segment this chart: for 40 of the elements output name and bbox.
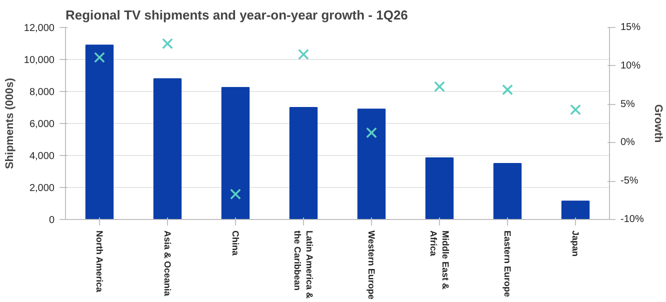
y2-tick-label: -5%	[620, 176, 638, 187]
point	[94, 52, 105, 63]
x-tick-label: Latin America & the Caribbean	[292, 230, 314, 300]
x-tick-label: Western Europe	[366, 230, 376, 300]
point	[502, 84, 513, 96]
x-tick-label: China	[230, 230, 240, 256]
x-tick-label: Asia & Oceania	[162, 230, 172, 298]
point	[366, 127, 377, 138]
bar	[561, 200, 590, 220]
bar	[85, 44, 114, 220]
y2-tick-label: 10%	[620, 60, 641, 72]
x-tick-label: Japan	[570, 230, 580, 257]
point	[570, 104, 581, 116]
y-tick-label: 4,000	[29, 151, 55, 162]
y2-tick-label: 0%	[620, 137, 636, 148]
chart-title: Regional TV shipments and year-on-year growth - 1Q26	[66, 8, 408, 22]
y2-axis-title: Growth	[652, 104, 664, 144]
bar	[153, 78, 182, 220]
point	[162, 38, 173, 50]
bar	[357, 108, 386, 220]
x-tick-label: Middle East & Africa	[428, 230, 450, 290]
y-tick-label: 8,000	[29, 87, 55, 98]
bar	[425, 157, 454, 220]
point	[230, 188, 241, 200]
point	[298, 48, 309, 60]
y-tick-label: 6,000	[29, 119, 55, 130]
y-tick-label: 2,000	[29, 183, 55, 194]
y2-tick-label: 5%	[620, 98, 636, 110]
y2-tick-label: -10%	[620, 214, 644, 225]
bar	[221, 87, 250, 220]
bar	[289, 107, 318, 220]
y-tick-label: 0	[48, 215, 55, 226]
y-tick-label: 10,000	[24, 55, 55, 66]
bar	[493, 163, 522, 220]
point	[434, 81, 445, 92]
x-tick-label: North America	[94, 230, 104, 294]
y-axis-title: Shipments (000s)	[4, 78, 16, 170]
y2-tick-label: 15%	[620, 22, 641, 33]
y-tick-label: 12,000	[24, 23, 55, 34]
x-tick-label: Eastern Europe	[502, 230, 512, 298]
